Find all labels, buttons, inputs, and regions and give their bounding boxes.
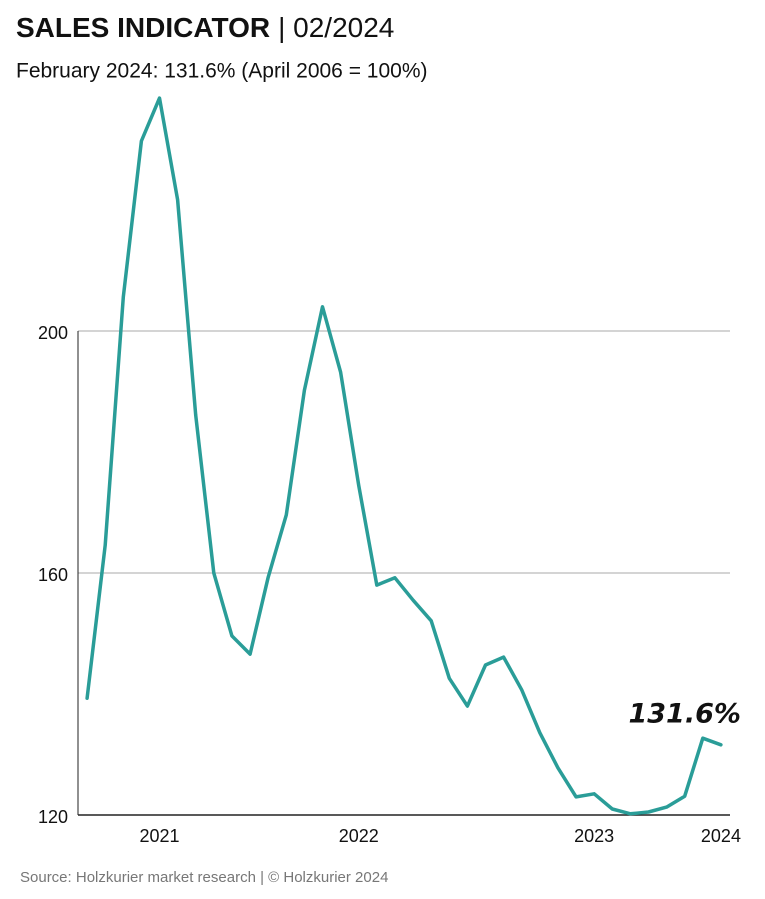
source-note: Source: Holzkurier market research | © H… xyxy=(20,869,388,886)
y-tick-label: 200 xyxy=(38,323,68,343)
x-tick-label: 2023 xyxy=(574,826,614,846)
x-tick-label: 2021 xyxy=(139,826,179,846)
x-tick-label: 2024 xyxy=(701,826,741,846)
chart-title: SALES INDICATOR | 02/2024 xyxy=(16,12,394,43)
chart-subtitle: February 2024: 131.6% (April 2006 = 100%… xyxy=(16,60,428,83)
y-tick-label: 160 xyxy=(38,565,68,585)
data-line xyxy=(85,96,723,816)
value-annotation: 131.6% xyxy=(628,698,740,729)
title-suffix: | 02/2024 xyxy=(278,12,394,43)
x-tick-label: 2022 xyxy=(339,826,379,846)
y-tick-label: 120 xyxy=(38,807,68,827)
title-main: SALES INDICATOR xyxy=(16,12,270,43)
